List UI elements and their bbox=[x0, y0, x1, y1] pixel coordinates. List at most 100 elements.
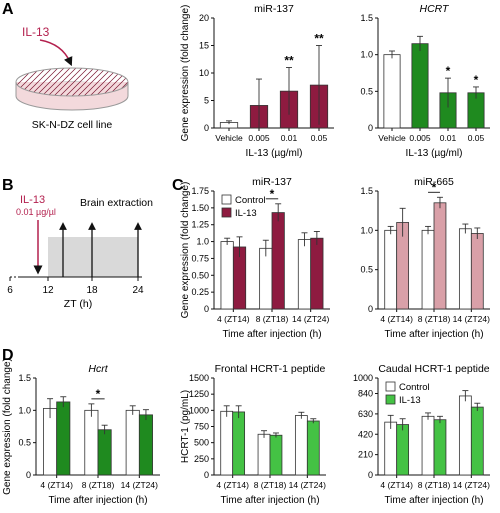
schematic-b-event: Brain extraction bbox=[80, 197, 153, 209]
schematic-a-treatment: IL-13 bbox=[22, 25, 50, 39]
y-tick-label: 1.5 bbox=[18, 373, 31, 383]
legend-swatch bbox=[221, 207, 232, 218]
y-tick-label: 0 bbox=[204, 470, 209, 480]
y-tick-label: 5 bbox=[204, 96, 209, 106]
chart-hcrt-dose: HCRT 0 0.5 1.0 1.5 IL-13 (µg/ml)Vehicle 0.005 0… bbox=[360, 3, 490, 159]
y-axis-label: Gene expression (fold change) bbox=[180, 182, 191, 319]
bar bbox=[56, 401, 71, 476]
panel-label-c: C bbox=[172, 177, 184, 194]
x-tick-label: 0.005 bbox=[248, 133, 270, 143]
chart-mir137-time: miR-137 0 0.25 0.50 0.75 1.0 1.25 1.50 1.75Gene … bbox=[180, 176, 330, 340]
y-tick-label: 1.50 bbox=[191, 203, 209, 213]
x-axis-label: Time after injection (h) bbox=[384, 495, 483, 506]
legend-label: Control bbox=[399, 382, 430, 393]
bar bbox=[384, 421, 398, 476]
y-tick-label: 1.5 bbox=[360, 13, 373, 23]
bar bbox=[232, 411, 246, 476]
y-tick-label: 1500 bbox=[189, 373, 209, 383]
y-tick-label: 0.50 bbox=[191, 270, 209, 280]
y-tick-label: 0 bbox=[26, 470, 31, 480]
chart-title: HCRT bbox=[420, 3, 451, 15]
bar bbox=[470, 406, 484, 476]
y-axis-label: Gene expression (fold change) bbox=[180, 5, 191, 142]
bar bbox=[458, 228, 472, 310]
bar bbox=[310, 237, 324, 310]
significance-marker: * bbox=[474, 73, 479, 87]
y-axis-label: HCRT-1 (pg/mL) bbox=[180, 390, 191, 463]
y-tick-label: 1.75 bbox=[191, 186, 209, 196]
chart-title: miR-137 bbox=[252, 176, 292, 188]
y-tick-label: 420 bbox=[358, 429, 373, 439]
cell-line-label: SK-N-DZ cell line bbox=[32, 119, 113, 131]
x-tick-label: 8 (ZT18) bbox=[254, 480, 287, 490]
y-tick-label: 0 bbox=[204, 123, 209, 133]
x-tick-label: Vehicle bbox=[378, 133, 406, 143]
y-tick-label: 20 bbox=[199, 13, 209, 23]
bar bbox=[470, 233, 484, 310]
x-tick-label: 4 (ZT14) bbox=[40, 480, 73, 490]
x-tick-label: 14 (ZT24) bbox=[121, 480, 158, 490]
bar bbox=[294, 415, 308, 476]
legend-swatch bbox=[385, 381, 396, 392]
x-tick-label: 4 (ZT14) bbox=[380, 314, 413, 324]
y-tick-label: 0.75 bbox=[191, 253, 209, 263]
chart-title: miR-665 bbox=[414, 176, 454, 188]
y-tick-label: 0 bbox=[368, 304, 373, 314]
significance-marker: ** bbox=[284, 54, 294, 68]
legend-swatch bbox=[221, 194, 232, 205]
chart-frontal-peptide: Frontal HCRT-1 peptide 0 250 500 750 1000 1250… bbox=[180, 363, 326, 506]
bar bbox=[220, 410, 234, 476]
bar bbox=[297, 239, 312, 310]
significance-marker: * bbox=[270, 187, 275, 201]
bar bbox=[84, 409, 99, 476]
chart-caudal-peptide: Caudal HCRT-1 peptide 0 210 420 630 840 1000 Ti… bbox=[353, 363, 490, 506]
x-tick-label: 0.05 bbox=[468, 133, 485, 143]
y-tick-label: 0 bbox=[368, 123, 373, 133]
x-tick-label: Vehicle bbox=[215, 133, 243, 143]
chart-mir137-dose: miR-137 0 5 10 15 20 Gene expression (fold cha… bbox=[180, 3, 334, 159]
y-axis-label: Gene expression (fold change) bbox=[2, 358, 13, 495]
bar bbox=[433, 419, 447, 476]
x-tick-label: 14 (ZT24) bbox=[292, 314, 329, 324]
y-tick-label: 1.0 bbox=[196, 237, 209, 247]
y-tick-label: 0.5 bbox=[18, 438, 31, 448]
x-tick-label: 14 (ZT24) bbox=[289, 480, 326, 490]
panel-label-d: D bbox=[2, 347, 14, 364]
timeline-ticks: 6 12 18 24 bbox=[7, 277, 144, 296]
y-tick-label: 630 bbox=[358, 409, 373, 419]
schematic-b-dose: 0.01 µg/µl bbox=[16, 207, 56, 217]
schematic-b-treatment: IL-13 bbox=[20, 194, 45, 206]
timeline-schematic: IL-13 0.01 µg/µl Brain extraction 6 12 1… bbox=[7, 194, 153, 310]
x-tick-label: 8 (ZT18) bbox=[418, 314, 451, 324]
chart-title: miR-137 bbox=[254, 3, 294, 15]
y-tick-label: 500 bbox=[194, 438, 209, 448]
panel-label-b: B bbox=[2, 177, 14, 194]
bar bbox=[138, 414, 153, 476]
bar bbox=[384, 229, 398, 310]
bar bbox=[257, 433, 271, 476]
timeline-tick-label: 12 bbox=[42, 285, 54, 296]
bar bbox=[271, 212, 285, 310]
chart-hcrt-time: Hcrt 0 0.5 1.0 1.5 Gene expression (fold chan… bbox=[2, 358, 160, 506]
x-tick-label: 14 (ZT24) bbox=[453, 480, 490, 490]
x-axis-label: Time after injection (h) bbox=[222, 329, 321, 340]
y-tick-label: 1250 bbox=[189, 389, 209, 399]
chart-mir665-time: miR-665 0 0.5 1.0 1.5 Time after injection (h… bbox=[360, 176, 490, 340]
bar bbox=[458, 395, 472, 476]
y-tick-label: 840 bbox=[358, 389, 373, 399]
bar bbox=[411, 43, 429, 129]
bar bbox=[220, 241, 234, 310]
y-tick-label: 15 bbox=[199, 41, 209, 51]
y-tick-label: 210 bbox=[358, 450, 373, 460]
chart-title: Hcrt bbox=[88, 363, 108, 375]
bar bbox=[421, 229, 435, 310]
petri-dish-schematic: IL-13 SK-N-DZ cell line bbox=[15, 25, 129, 131]
significance-marker: ** bbox=[314, 32, 324, 46]
bar bbox=[125, 409, 140, 476]
legend-label: IL-13 bbox=[399, 395, 421, 406]
x-tick-label: 0.01 bbox=[281, 133, 298, 143]
bar bbox=[97, 429, 112, 476]
y-tick-label: 0.5 bbox=[360, 265, 373, 275]
x-tick-label: 4 (ZT14) bbox=[217, 314, 250, 324]
bar bbox=[433, 202, 447, 310]
